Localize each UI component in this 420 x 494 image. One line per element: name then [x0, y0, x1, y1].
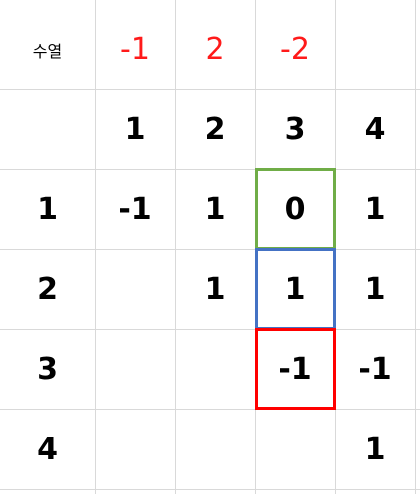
column-header-2[interactable]: 2: [204, 111, 226, 147]
grid-line: [0, 169, 420, 170]
sequence-value-2[interactable]: 2: [205, 32, 225, 67]
red-highlight-border: [255, 328, 336, 410]
row-header-4[interactable]: 4: [37, 431, 58, 467]
table-cell-r1-c4[interactable]: 1: [364, 191, 386, 227]
grid-line: [95, 0, 96, 494]
column-header-1[interactable]: 1: [124, 111, 146, 147]
table-cell-r4-c4[interactable]: 1: [364, 431, 386, 467]
grid-line: [0, 409, 420, 410]
table-cell-r2-c4[interactable]: 1: [364, 271, 386, 307]
blue-highlight-border: [255, 248, 336, 330]
row-header-3[interactable]: 3: [37, 351, 58, 387]
column-header-4[interactable]: 4: [364, 111, 386, 147]
table-cell-r4-c2[interactable]: [175, 409, 255, 489]
table-cell-r4-c1[interactable]: [95, 409, 175, 489]
grid-line: [175, 0, 176, 494]
table-cell-r3-c1[interactable]: [95, 329, 175, 409]
table-cell-r2-c1[interactable]: [95, 249, 175, 329]
corner-cell[interactable]: [0, 89, 95, 169]
table-cell-r4-c3[interactable]: [255, 409, 335, 489]
green-highlight-border: [255, 168, 336, 250]
grid-line: [415, 0, 416, 494]
table-cell-r1-c3[interactable]: 0: [284, 191, 306, 227]
sequence-value-1[interactable]: -1: [120, 32, 150, 67]
table-cell-r1-c2[interactable]: 1: [204, 191, 226, 227]
column-header-3[interactable]: 3: [284, 111, 306, 147]
row-header-1[interactable]: 1: [37, 191, 58, 227]
row-header-2[interactable]: 2: [37, 271, 58, 307]
table-cell-r3-c3[interactable]: -1: [278, 351, 312, 387]
sequence-value-3[interactable]: -2: [280, 32, 310, 67]
grid-line: [0, 329, 420, 330]
table-cell-r3-c2[interactable]: [175, 329, 255, 409]
table-cell-r1-c1[interactable]: -1: [118, 191, 152, 227]
grid-line: [0, 249, 420, 250]
table-cell-r2-c2[interactable]: 1: [204, 271, 226, 307]
grid-line: [0, 89, 420, 90]
empty-cell[interactable]: [335, 10, 415, 89]
table-cell-r2-c3[interactable]: 1: [284, 271, 306, 307]
table-cell-r3-c4[interactable]: -1: [358, 351, 392, 387]
grid-line: [0, 489, 420, 490]
sequence-label[interactable]: 수열: [32, 41, 63, 61]
